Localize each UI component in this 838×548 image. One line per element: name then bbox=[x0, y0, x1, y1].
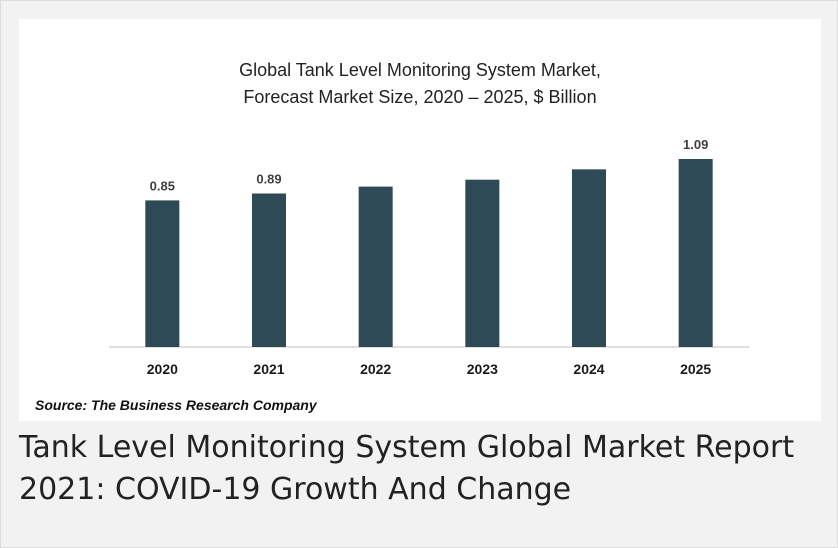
x-tick-label-2024: 2024 bbox=[573, 361, 604, 377]
bar-2021 bbox=[252, 193, 286, 347]
source-note: Source: The Business Research Company bbox=[35, 397, 317, 413]
bar-2023 bbox=[465, 179, 500, 347]
x-tick-label-2022: 2022 bbox=[360, 361, 391, 377]
chart-panel: Global Tank Level Monitoring System Mark… bbox=[19, 19, 821, 421]
data-label-2021: 0.89 bbox=[256, 171, 281, 186]
bar-2022 bbox=[358, 186, 393, 347]
x-tick-label-2021: 2021 bbox=[253, 361, 284, 377]
bar-2024 bbox=[572, 169, 606, 347]
report-caption[interactable]: Tank Level Monitoring System Global Mark… bbox=[19, 430, 795, 507]
x-tick-label-2025: 2025 bbox=[680, 361, 711, 377]
chart-title-line-2: Forecast Market Size, 2020 – 2025, $ Bil… bbox=[243, 87, 597, 107]
x-tick-label-2020: 2020 bbox=[147, 361, 178, 377]
bar-chart: 2020 0.85 2021 0.89 2022 2023 2024 2025 1.09 bbox=[109, 137, 749, 377]
data-label-2025: 1.09 bbox=[683, 137, 708, 152]
bar-2025 bbox=[678, 159, 713, 347]
chart-title: Global Tank Level Monitoring System Mark… bbox=[19, 57, 821, 111]
data-label-2020: 0.85 bbox=[150, 178, 175, 193]
chart-title-line-1: Global Tank Level Monitoring System Mark… bbox=[239, 60, 601, 80]
x-tick-label-2023: 2023 bbox=[467, 361, 498, 377]
bar-2020 bbox=[145, 200, 180, 347]
